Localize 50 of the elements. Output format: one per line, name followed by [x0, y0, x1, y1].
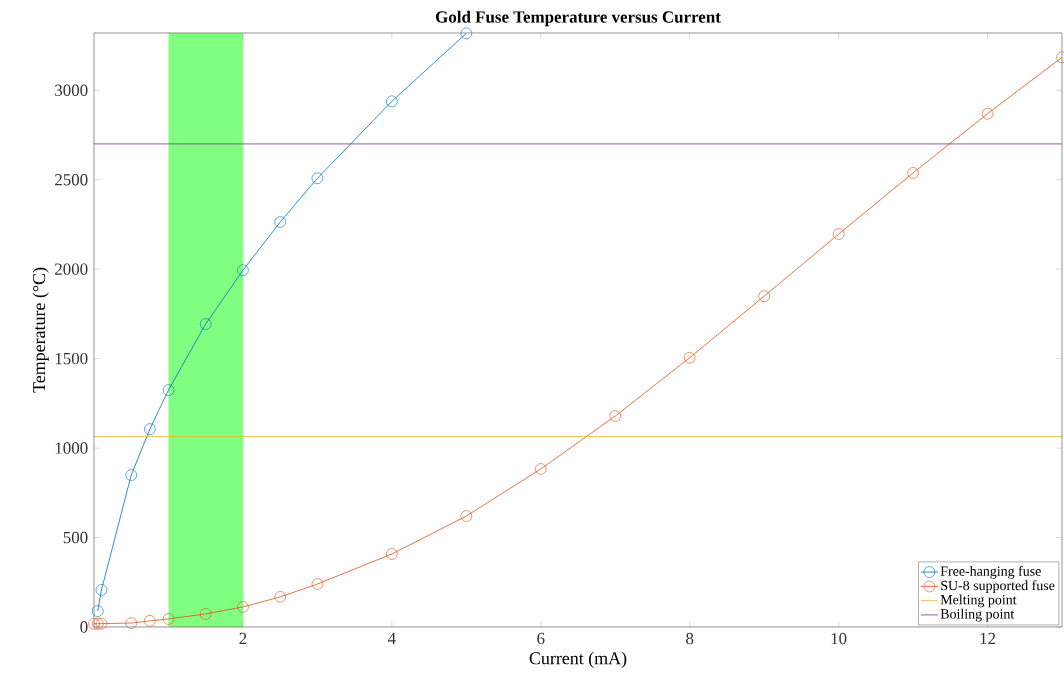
- y-tick-label: 500: [63, 531, 88, 544]
- y-tick-label: 0: [80, 621, 88, 633]
- point: [125, 617, 138, 629]
- x-tick-label: 8: [686, 632, 694, 645]
- point: [237, 264, 249, 276]
- point: [386, 548, 398, 560]
- x-tick-label: 2: [239, 632, 247, 645]
- legend-label: Boiling point: [940, 608, 1015, 622]
- y-tick-label: 2000: [55, 263, 88, 275]
- legend-label: SU-8 supported fuse: [941, 580, 1055, 594]
- x-tick-label: 12: [980, 632, 996, 645]
- x-tick-label: 4: [387, 632, 396, 644]
- point: [535, 463, 547, 475]
- point: [95, 617, 108, 630]
- point: [199, 608, 212, 620]
- point: [144, 615, 156, 627]
- point: [386, 95, 398, 108]
- point: [311, 578, 324, 590]
- y-tick-label: 3000: [55, 84, 88, 96]
- point: [274, 591, 286, 603]
- point: [981, 107, 994, 120]
- point: [144, 423, 156, 435]
- legend-label: Melting point: [940, 594, 1017, 608]
- point: [162, 384, 175, 396]
- point: [311, 172, 324, 185]
- point: [91, 605, 104, 617]
- point: [237, 601, 249, 613]
- y-tick-label: 1500: [55, 352, 88, 365]
- x-tick-label: 6: [537, 632, 545, 645]
- point: [162, 613, 175, 625]
- point: [460, 27, 473, 40]
- x-tick-label: 10: [831, 632, 847, 645]
- point: [683, 351, 696, 364]
- point: [758, 290, 770, 302]
- point: [907, 167, 919, 179]
- point: [609, 410, 622, 422]
- point: [832, 228, 845, 240]
- chart-title: Gold Fuse Temperature versus Current: [435, 10, 721, 27]
- point: [460, 510, 473, 522]
- x-axis-title: Current (mA): [529, 651, 627, 668]
- y-tick-label: 1000: [55, 442, 88, 454]
- y-axis-title: Temperature (°C): [32, 267, 49, 393]
- point: [95, 584, 108, 596]
- legend-label: Free-hanging fuse: [940, 565, 1041, 579]
- point: [125, 469, 138, 481]
- y-tick-label: 2500: [55, 173, 88, 186]
- point: [91, 617, 104, 630]
- point: [88, 617, 100, 630]
- point: [274, 216, 286, 228]
- point: [199, 318, 212, 330]
